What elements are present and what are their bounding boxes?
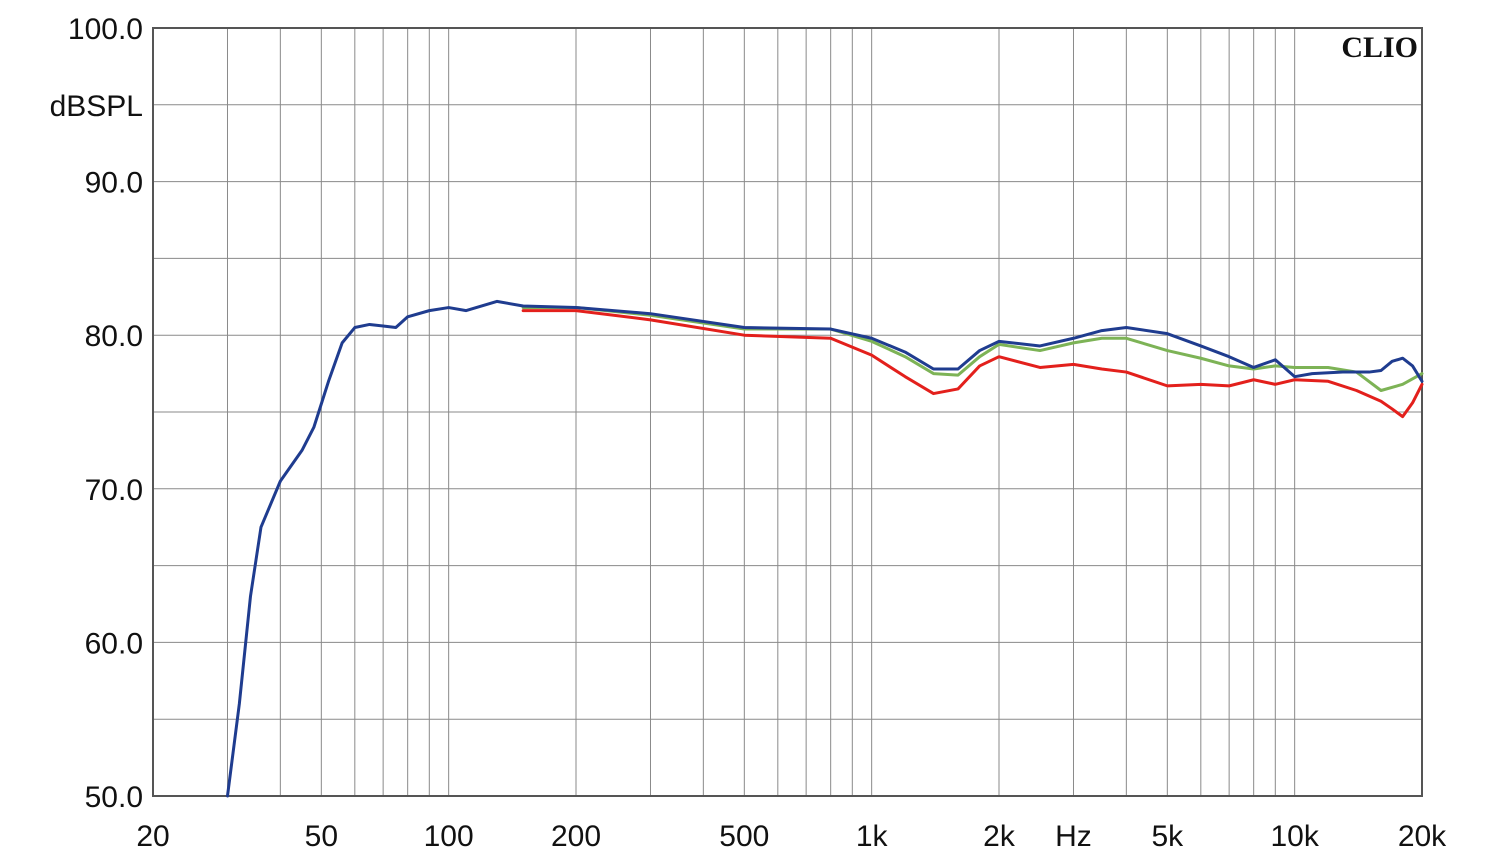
series-line-2 (521, 309, 1424, 419)
x-tick-label: 5k (1151, 820, 1184, 853)
x-tick-label: 20 (136, 820, 169, 853)
y-axis-label: dBSPL (50, 90, 143, 123)
series-group (225, 299, 1424, 798)
x-tick-label: 100 (424, 820, 474, 853)
y-tick-label: 60.0 (85, 627, 143, 660)
y-tick-label: 100.0 (68, 13, 143, 46)
y-tick-labels: 100.0 90.0 80.0 70.0 60.0 50.0 (68, 13, 143, 814)
y-tick-label: 90.0 (85, 167, 143, 200)
x-tick-label: 500 (719, 820, 769, 853)
plot-frame (152, 27, 1423, 797)
x-axis-label: Hz (1055, 820, 1092, 853)
x-tick-label: 50 (305, 820, 338, 853)
y-tick-label: 80.0 (85, 320, 143, 353)
x-tick-label: 20k (1398, 820, 1447, 853)
x-tick-label: 2k (983, 820, 1016, 853)
x-tick-label: 10k (1270, 820, 1319, 853)
x-tick-label: 200 (551, 820, 601, 853)
x-tick-label: 1k (856, 820, 889, 853)
series-line-3 (225, 299, 1424, 798)
y-tick-label: 50.0 (85, 781, 143, 814)
clio-watermark: CLIO (1341, 31, 1418, 64)
y-tick-label: 70.0 (85, 474, 143, 507)
x-tick-labels: 20 50 100 200 500 1k 2k 5k 10k 20k (136, 820, 1447, 853)
grid (153, 28, 1422, 796)
